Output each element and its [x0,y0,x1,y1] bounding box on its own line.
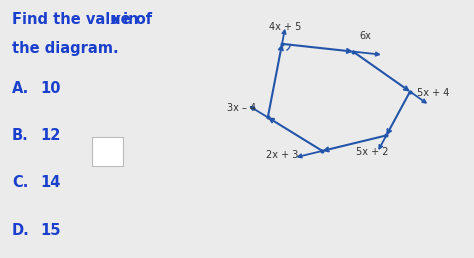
Text: 10: 10 [40,81,61,96]
Text: 12: 12 [40,128,61,143]
Text: 5x + 4: 5x + 4 [417,88,449,98]
Text: 14: 14 [40,175,61,190]
Text: the diagram.: the diagram. [12,41,118,56]
Text: 3x – 4: 3x – 4 [227,103,256,113]
Text: B.: B. [12,128,28,143]
Text: Find the value of: Find the value of [12,12,157,27]
Text: 5x + 2: 5x + 2 [356,147,388,157]
Text: x: x [110,12,120,27]
Text: D.: D. [12,223,29,238]
Text: 4x + 5: 4x + 5 [269,22,301,32]
Text: in: in [118,12,139,27]
Text: 15: 15 [40,223,61,238]
Text: 6x: 6x [359,31,371,41]
Text: C.: C. [12,175,28,190]
Text: 2x + 3: 2x + 3 [266,150,299,160]
Text: A.: A. [12,81,29,96]
FancyBboxPatch shape [92,137,123,166]
